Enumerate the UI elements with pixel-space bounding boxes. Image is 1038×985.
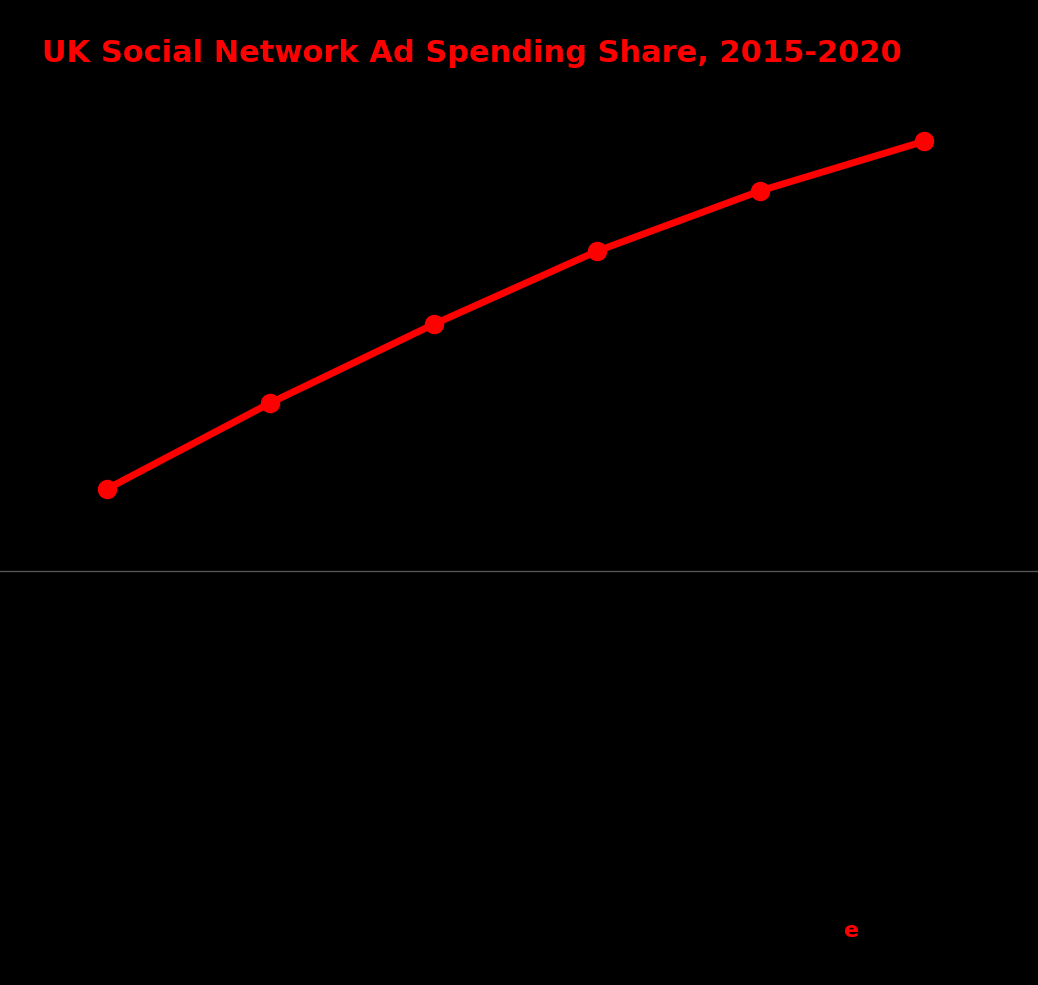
Text: e: e (844, 921, 858, 941)
Text: UK Social Network Ad Spending Share, 2015-2020: UK Social Network Ad Spending Share, 201… (42, 39, 901, 68)
